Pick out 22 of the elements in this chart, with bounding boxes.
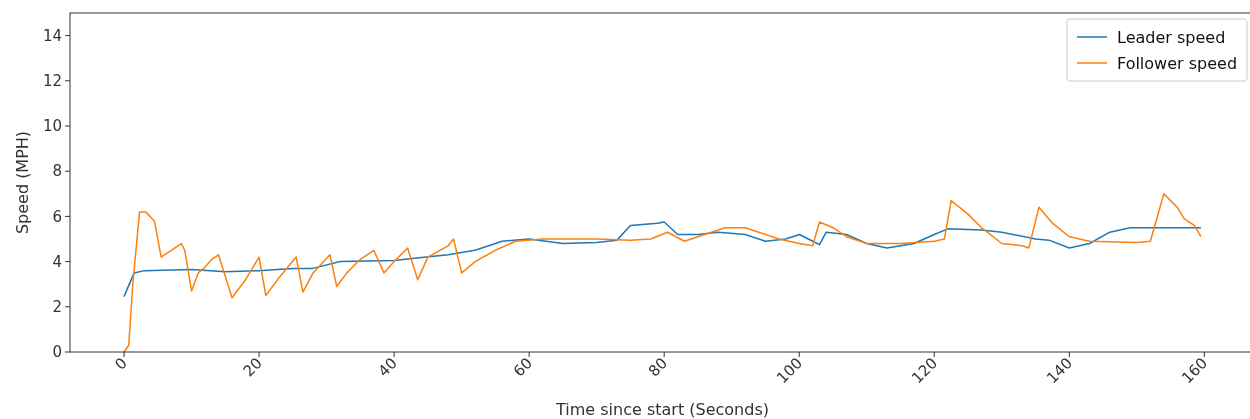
- x-tick-label: 120: [908, 354, 942, 388]
- line-series: [123, 193, 1202, 353]
- legend-label: Leader speed: [1117, 27, 1226, 47]
- x-tick-label: 100: [773, 354, 807, 388]
- y-tick-label: 12: [42, 72, 62, 91]
- y-tick-label: 8: [52, 162, 62, 181]
- y-tick-label: 4: [52, 252, 62, 271]
- x-tick-label: 80: [644, 354, 672, 381]
- x-tick-label: 20: [239, 354, 266, 381]
- x-tick-label: 40: [374, 354, 401, 381]
- x-tick-label: 60: [509, 354, 536, 381]
- line-series: [123, 221, 1202, 298]
- y-tick-label: 6: [52, 207, 62, 226]
- x-tick-label: 140: [1043, 354, 1077, 388]
- y-axis-title: Speed (MPH): [13, 130, 32, 235]
- y-tick-label: 2: [52, 298, 62, 317]
- legend-label: Follower speed: [1117, 53, 1238, 73]
- x-tick-label: 160: [1178, 354, 1212, 388]
- x-axis-title: Time since start (Seconds): [555, 400, 769, 419]
- y-tick-label: 14: [42, 26, 62, 45]
- y-tick-label: 10: [42, 117, 62, 136]
- x-tick-label: 0: [111, 354, 131, 374]
